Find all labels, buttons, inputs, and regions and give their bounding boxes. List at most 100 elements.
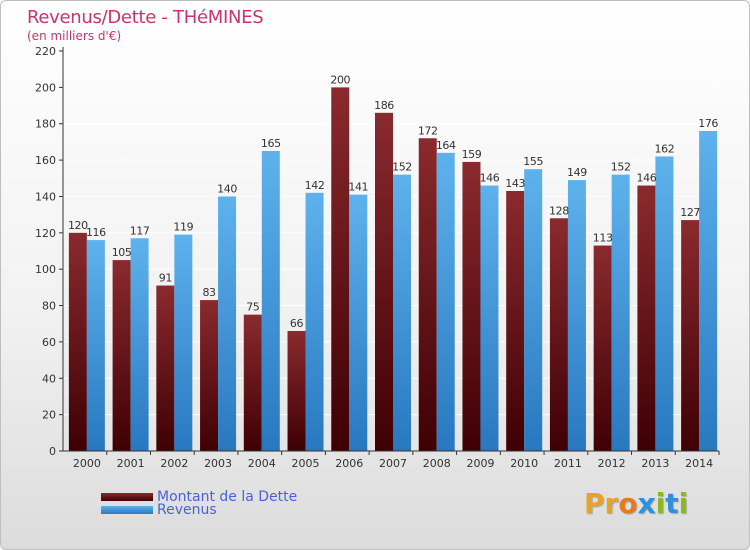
data-label-debt: 83 (202, 286, 216, 299)
bar-debt (418, 138, 437, 452)
x-tick-label: 2002 (160, 457, 188, 470)
chart-title: Revenus/Dette - THéMINES (27, 7, 264, 28)
data-label-revenus: 142 (305, 179, 325, 192)
bar-debt (243, 314, 262, 451)
bar-revenus (130, 238, 149, 451)
bar-revenus (611, 174, 630, 452)
bar-revenus (261, 151, 280, 451)
data-label-debt: 91 (159, 272, 172, 285)
bar-debt (375, 112, 393, 452)
data-label-revenus: 164 (436, 139, 456, 152)
y-tick-label: 200 (35, 81, 56, 94)
bar-revenus (393, 174, 411, 452)
y-tick-label: 60 (42, 336, 56, 349)
data-label-debt: 146 (637, 172, 657, 185)
bar-debt (287, 331, 306, 451)
y-tick-label: 180 (35, 118, 56, 131)
y-tick-label: 20 (42, 409, 56, 422)
bar-debt (681, 220, 700, 451)
bar-debt (112, 260, 131, 451)
bar-revenus (655, 156, 674, 452)
legend-label-revenus: Revenus (157, 502, 217, 518)
x-tick-label: 2010 (510, 457, 538, 470)
logo-letter: o (618, 487, 638, 520)
data-label-revenus: 176 (698, 117, 718, 130)
y-tick-label: 140 (35, 190, 56, 203)
data-label-debt: 172 (418, 124, 438, 137)
bar-debt (549, 218, 568, 451)
logo-letter: i (678, 487, 689, 520)
legend-swatch-debt (101, 493, 153, 501)
x-tick-label: 2000 (73, 457, 101, 470)
x-tick-label: 2004 (248, 457, 276, 470)
bar-revenus (567, 180, 586, 451)
data-label-debt: 143 (505, 177, 525, 190)
data-label-debt: 128 (549, 204, 569, 217)
y-tick-label: 220 (35, 45, 56, 58)
data-label-debt: 113 (593, 232, 613, 245)
bar-revenus (436, 152, 455, 451)
legend-swatch-revenus (101, 506, 153, 514)
data-label-revenus: 165 (261, 137, 281, 150)
chart-subtitle: (en milliers d'€) (27, 29, 122, 43)
data-label-debt: 75 (246, 301, 260, 314)
x-tick-label: 2011 (554, 457, 582, 470)
y-tick-label: 100 (35, 263, 56, 276)
y-tick-label: 160 (35, 154, 56, 167)
data-label-debt: 186 (374, 99, 394, 112)
y-tick-label: 80 (42, 300, 56, 313)
legend-item-debt: Montant de la Dette (101, 489, 297, 505)
data-label-revenus: 119 (173, 221, 193, 234)
x-tick-label: 2003 (204, 457, 232, 470)
data-label-revenus: 149 (567, 166, 587, 179)
legend-item-revenus: Revenus (101, 502, 217, 518)
x-tick-label: 2009 (466, 457, 494, 470)
bar-debt (68, 232, 87, 451)
data-label-revenus: 155 (523, 155, 543, 168)
data-label-revenus: 116 (86, 226, 106, 239)
y-tick-label: 0 (49, 445, 56, 458)
x-tick-label: 2014 (685, 457, 713, 470)
bar-debt (506, 191, 525, 451)
data-label-debt: 159 (462, 148, 482, 161)
bar-debt (593, 245, 612, 451)
logo-letter: r (604, 487, 619, 520)
bar-revenus (218, 196, 237, 451)
bar-revenus (524, 169, 543, 451)
bar-debt (156, 285, 175, 451)
bar-debt (200, 300, 219, 451)
x-tick-label: 2006 (335, 457, 363, 470)
y-tick-label: 40 (42, 372, 56, 385)
data-label-debt: 105 (112, 246, 132, 259)
logo-letter: P (584, 487, 605, 520)
data-label-revenus: 152 (392, 161, 412, 174)
x-tick-label: 2008 (423, 457, 451, 470)
data-label-revenus: 117 (130, 224, 150, 237)
x-tick-label: 2001 (117, 457, 145, 470)
data-label-debt: 120 (68, 219, 88, 232)
proxiti-logo: ProxitiProxiti (584, 487, 688, 520)
data-label-revenus: 146 (480, 172, 500, 185)
y-tick-label: 120 (35, 227, 56, 240)
bar-revenus (86, 240, 105, 451)
bar-revenus (349, 194, 368, 452)
bar-debt (331, 87, 350, 451)
bar-revenus (699, 131, 718, 451)
logo-letter: x (637, 487, 656, 520)
bar-revenus (480, 185, 499, 451)
logo-letter: i (655, 487, 666, 520)
data-label-revenus: 162 (655, 142, 675, 155)
bar-revenus (174, 234, 193, 451)
data-label-revenus: 140 (217, 182, 237, 195)
data-label-debt: 200 (330, 73, 350, 86)
x-tick-label: 2013 (641, 457, 669, 470)
x-tick-label: 2005 (292, 457, 320, 470)
bar-debt (637, 185, 656, 451)
data-label-revenus: 141 (348, 181, 368, 194)
data-label-revenus: 152 (611, 161, 631, 174)
x-tick-label: 2007 (379, 457, 407, 470)
data-label-debt: 127 (680, 206, 700, 219)
logo-letter: t (665, 487, 679, 520)
